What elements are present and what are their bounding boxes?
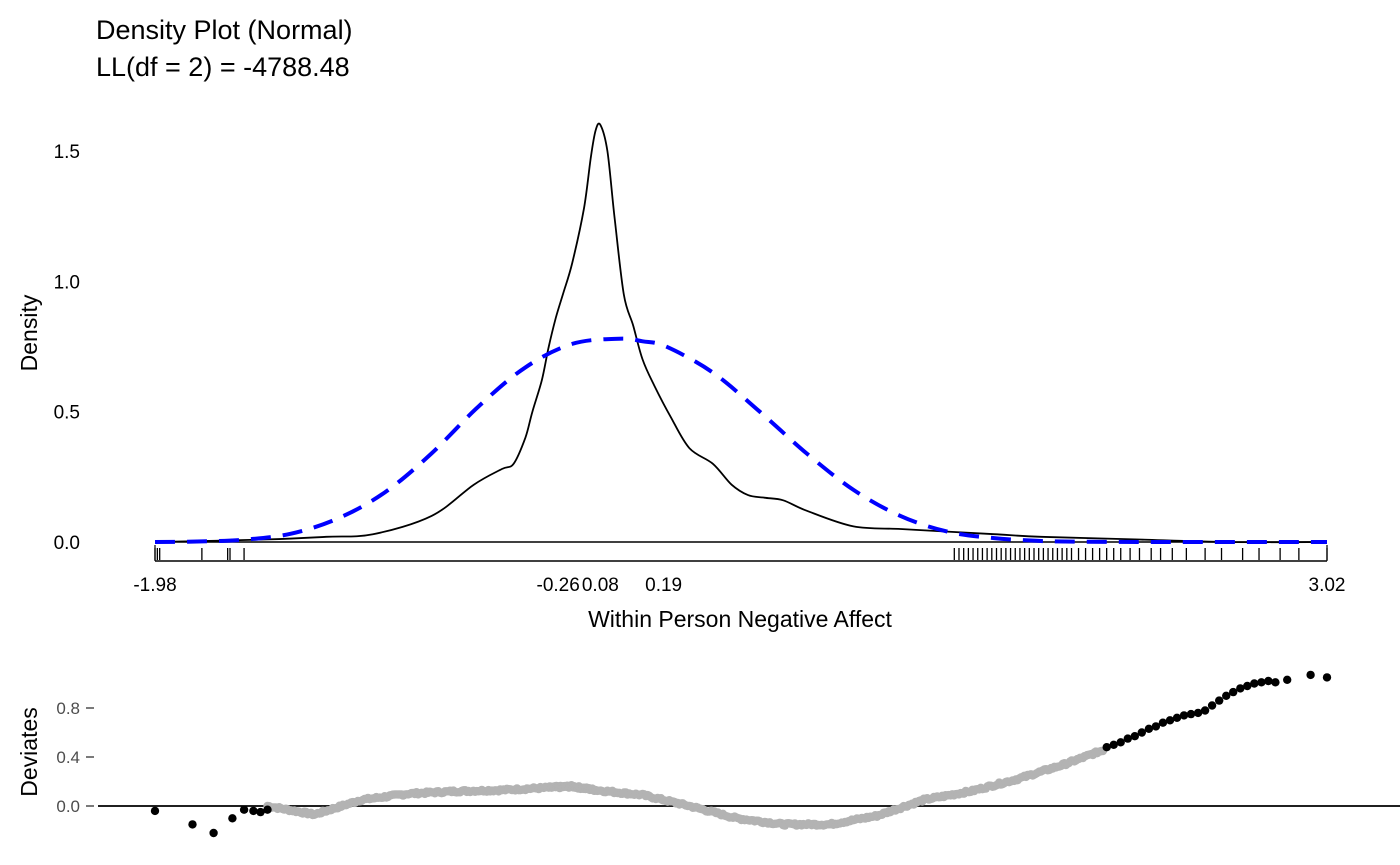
deviate-point-outer [1200, 706, 1210, 715]
deviate-point-outer [1172, 713, 1182, 722]
deviate-point-outer [1123, 734, 1133, 743]
deviate-point-outer [1236, 684, 1245, 693]
deviate-point-outer [1109, 740, 1118, 749]
deviate-point-outer [1222, 691, 1231, 700]
density-x-tick-label: 0.19 [645, 575, 682, 596]
density-y-tick-label: 1.5 [54, 142, 80, 163]
deviates-y-tick-label: 0.8 [56, 699, 80, 718]
deviate-point-outer [1130, 732, 1140, 741]
deviate-point-outer [1215, 696, 1224, 705]
deviate-point-outer [1257, 678, 1266, 687]
deviate-point-outer [263, 805, 272, 814]
density-x-tick-label: -0.26 [537, 575, 580, 596]
deviate-point-outer [1250, 679, 1259, 688]
deviate-point-outer [1165, 716, 1175, 725]
deviates-y-tick-label: 0.4 [56, 748, 80, 767]
deviate-point-outer [1283, 675, 1292, 684]
density-y-tick-label: 1.0 [54, 272, 80, 293]
deviate-point-outer [1193, 708, 1203, 718]
deviate-point-outer [1322, 673, 1332, 682]
deviate-point-outer [1116, 738, 1125, 747]
density-y-ticks: 0.0 0.5 1.0 1.5 [54, 142, 80, 554]
rug-marks [154, 548, 1328, 560]
density-panel: 0.0 0.5 1.0 1.5 -1.98 -0.26 0.08 0.19 3.02 With… [16, 122, 1345, 632]
density-y-tick-label: 0.0 [54, 533, 80, 554]
y-axis-label: Density [16, 294, 42, 371]
deviates-y-tick-label: 0.0 [56, 797, 80, 816]
deviate-point-outer [228, 814, 237, 823]
density-x-ticks: -1.98 -0.26 0.08 0.19 3.02 [133, 575, 1345, 596]
deviate-point-outer [188, 820, 197, 829]
normal-density-curve [154, 336, 1327, 545]
deviate-point-outer [1151, 722, 1161, 731]
deviates-panel: 0.0 0.4 0.8 Deviates [16, 670, 1400, 838]
deviate-point-outer [1137, 728, 1147, 737]
deviates-y-label: Deviates [16, 707, 42, 796]
deviate-point-outer [1306, 670, 1315, 680]
chart-subtitle: LL(df = 2) = -4788.48 [96, 52, 350, 82]
deviate-point-outer [1264, 676, 1273, 686]
deviate-point-outer [150, 806, 160, 816]
deviate-point-outer [1243, 681, 1252, 691]
deviate-point-outer [1207, 701, 1217, 710]
x-axis-label: Within Person Negative Affect [588, 606, 892, 632]
density-y-tick-label: 0.5 [54, 403, 80, 424]
density-x-tick-label: 3.02 [1309, 575, 1346, 596]
chart-title: Density Plot (Normal) [96, 15, 353, 45]
deviate-point-outer [249, 806, 258, 816]
density-x-tick-label: 0.08 [582, 575, 619, 596]
deviate-point-outer [1186, 709, 1196, 719]
deviate-point-outer [1179, 711, 1189, 720]
deviate-point-outer [239, 805, 249, 814]
deviates-points [150, 670, 1332, 838]
density-curves [154, 122, 1328, 545]
deviates-y-ticks: 0.0 0.4 0.8 [56, 699, 94, 816]
deviate-point-outer [1229, 687, 1238, 697]
deviate-point-outer [256, 807, 265, 817]
empirical-density-curve [154, 122, 1328, 544]
deviate-point-outer [209, 828, 218, 838]
deviate-point-outer [1144, 724, 1154, 733]
deviate-point-outer [1271, 678, 1280, 687]
deviate-point-outer [1158, 718, 1168, 727]
density-x-tick-label: -1.98 [133, 575, 176, 596]
deviate-point-outer [1102, 743, 1111, 752]
